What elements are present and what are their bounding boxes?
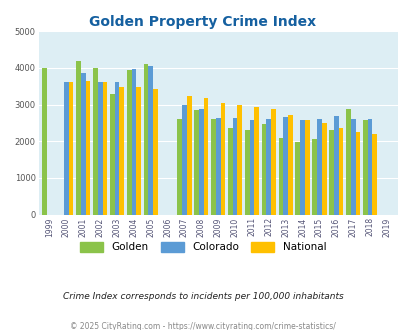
Bar [136,87,141,214]
Bar [102,82,107,214]
Bar [211,118,215,214]
Bar [244,129,249,214]
Bar [43,68,47,214]
Bar [64,82,68,214]
Text: © 2025 CityRating.com - https://www.cityrating.com/crime-statistics/: © 2025 CityRating.com - https://www.city… [70,322,335,330]
Bar [321,123,326,214]
Bar [345,109,350,214]
Bar [362,120,367,214]
Bar [76,61,81,214]
Bar [93,68,98,214]
Bar [295,142,299,214]
Bar [143,64,148,214]
Bar [177,118,182,214]
Legend: Golden, Colorado, National: Golden, Colorado, National [80,242,325,252]
Bar [288,115,292,214]
Bar [194,110,198,214]
Bar [367,118,371,214]
Bar [198,109,203,214]
Bar [237,105,242,214]
Bar [228,128,232,214]
Bar [304,120,309,214]
Bar [186,96,191,214]
Bar [110,94,114,214]
Bar [350,118,355,214]
Bar [126,70,131,214]
Bar [266,118,271,214]
Bar [371,134,376,214]
Bar [131,69,136,214]
Bar [119,87,124,214]
Bar [203,98,208,214]
Bar [299,120,304,214]
Bar [114,82,119,214]
Bar [182,105,186,214]
Bar [338,128,343,214]
Bar [261,124,266,214]
Bar [215,118,220,214]
Bar [148,66,153,214]
Bar [355,132,359,214]
Bar [271,109,275,214]
Bar [81,73,85,214]
Bar [254,107,258,214]
Text: Crime Index corresponds to incidents per 100,000 inhabitants: Crime Index corresponds to incidents per… [62,292,343,301]
Text: Golden Property Crime Index: Golden Property Crime Index [89,15,316,29]
Bar [68,82,73,214]
Bar [283,117,288,214]
Bar [249,120,254,214]
Bar [333,116,338,214]
Bar [98,82,102,214]
Bar [278,138,283,214]
Bar [328,130,333,214]
Bar [316,118,321,214]
Bar [153,89,158,214]
Bar [232,118,237,214]
Bar [311,139,316,214]
Bar [85,81,90,214]
Bar [220,103,225,214]
